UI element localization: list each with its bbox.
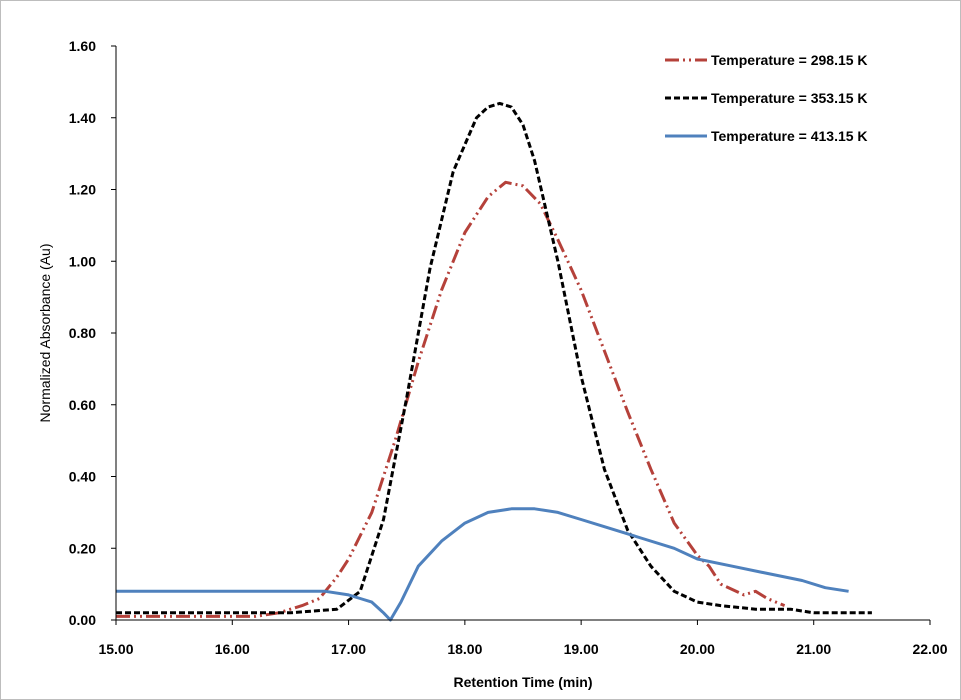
x-axis-title: Retention Time (min) <box>454 674 593 690</box>
x-tick-label: 20.00 <box>680 641 715 657</box>
y-tick-label: 0.80 <box>69 325 96 341</box>
series-line-1 <box>116 180 786 618</box>
x-ticks: 15.00 16.00 17.00 18.00 19.00 20.00 21.00 22.00 <box>98 620 948 657</box>
y-ticks: 0.00 0.20 0.40 0.60 0.80 1.00 1.20 1.40 1.60 <box>69 38 116 628</box>
legend-label-3: Temperature = 413.15 K <box>711 128 868 144</box>
x-tick-label: 19.00 <box>564 641 599 657</box>
legend: Temperature = 298.15 K Temperature = 353.… <box>665 52 868 144</box>
series-line-3 <box>116 507 849 622</box>
x-tick-label: 22.00 <box>912 641 947 657</box>
legend-label-2: Temperature = 353.15 K <box>711 90 868 106</box>
x-tick-label: 21.00 <box>796 641 831 657</box>
y-tick-label: 0.00 <box>69 612 96 628</box>
y-tick-label: 1.40 <box>69 110 96 126</box>
y-tick-label: 1.60 <box>69 38 96 54</box>
x-tick-label: 16.00 <box>215 641 250 657</box>
y-tick-label: 0.20 <box>69 540 96 556</box>
y-tick-label: 1.20 <box>69 182 96 198</box>
x-tick-label: 17.00 <box>331 641 366 657</box>
legend-label-1: Temperature = 298.15 K <box>711 52 868 68</box>
x-tick-label: 18.00 <box>447 641 482 657</box>
y-tick-label: 0.40 <box>69 469 96 485</box>
y-axis-title: Normalized Absorbance (Au) <box>37 244 53 423</box>
y-tick-label: 1.00 <box>69 253 96 269</box>
y-tick-label: 0.60 <box>69 397 96 413</box>
series-line-2 <box>116 101 872 615</box>
x-tick-label: 15.00 <box>98 641 133 657</box>
plot-lines <box>116 101 872 622</box>
